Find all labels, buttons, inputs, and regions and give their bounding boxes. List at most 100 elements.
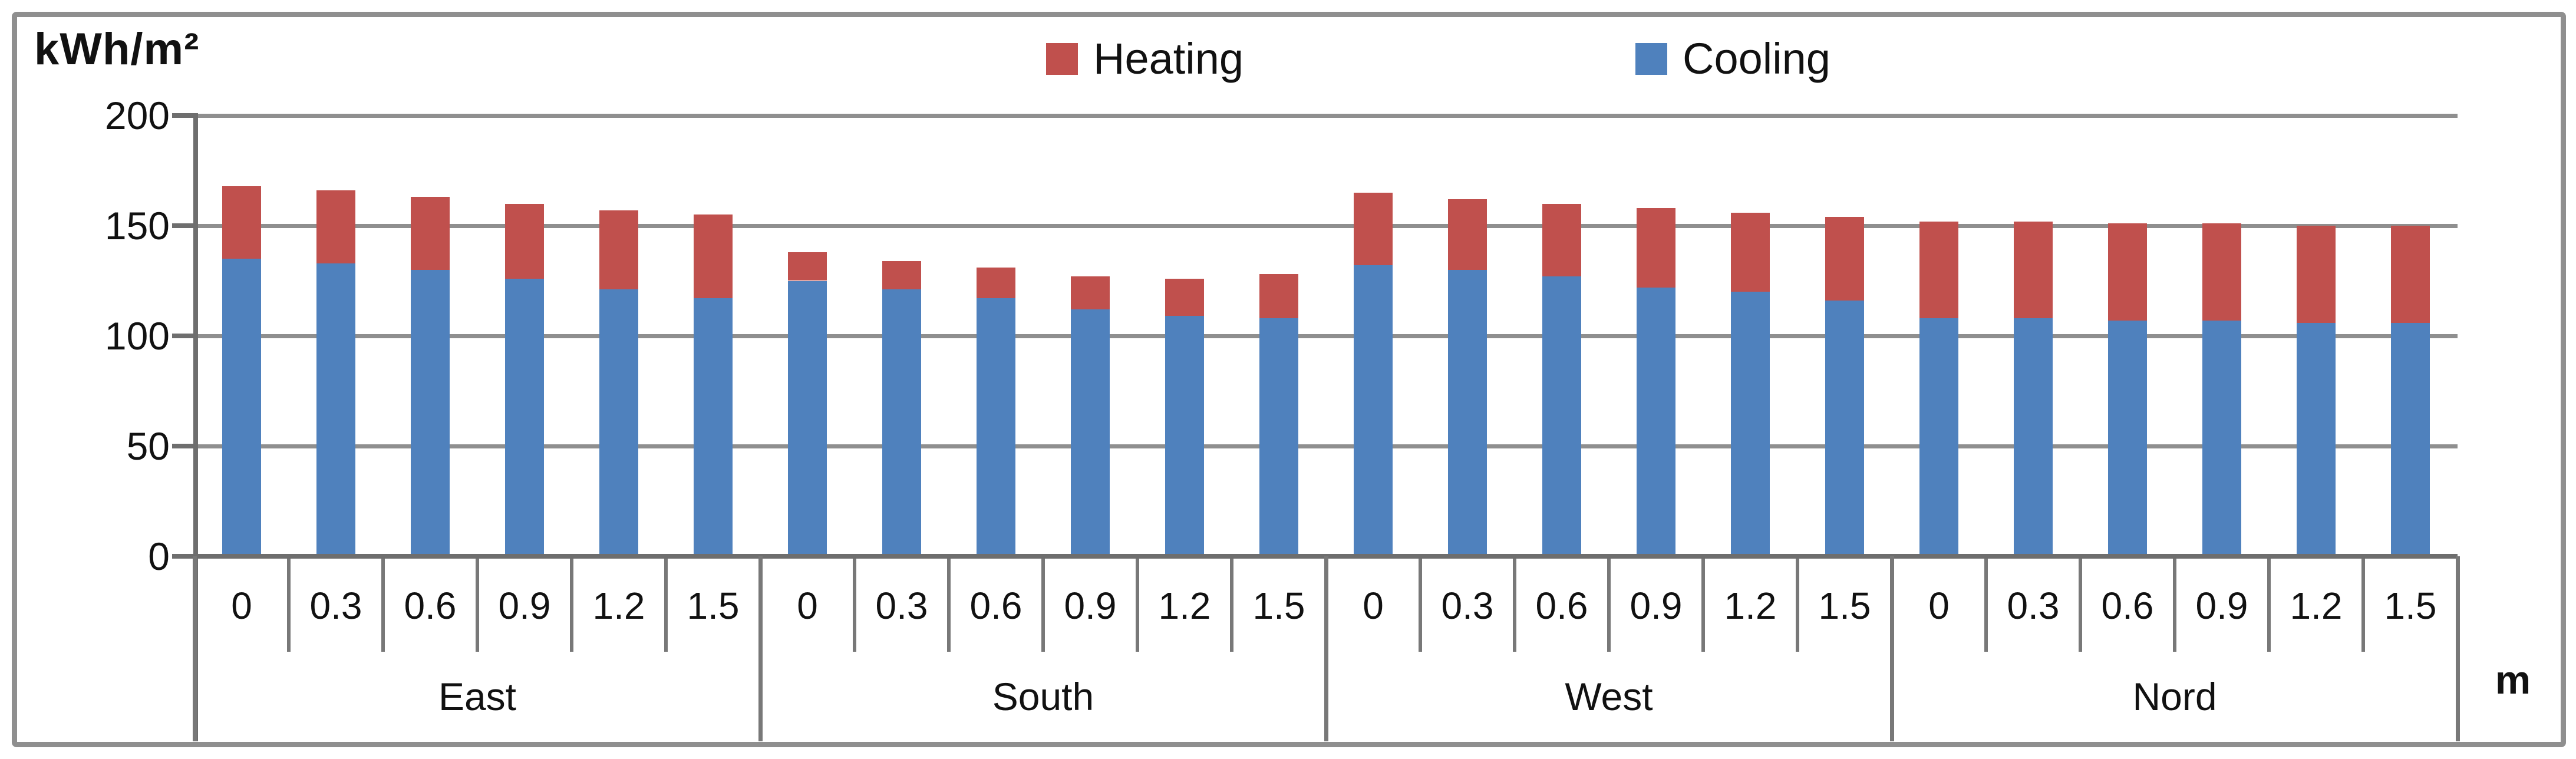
x-tick-label: 1.2: [592, 585, 645, 627]
x-cell-divider: [2267, 559, 2271, 652]
x-tick-label: 0.9: [2195, 585, 2248, 627]
y-tickmark-200: [172, 113, 193, 118]
cooling-swatch: [1635, 43, 1667, 75]
x-cell-divider: [570, 559, 573, 652]
bar-segment-cooling-east-1.5: [694, 298, 733, 556]
bar-segment-heating-nord-0.3: [2014, 221, 2053, 319]
bar-segment-heating-east-0.9: [505, 203, 544, 279]
x-cell-divider: [1607, 559, 1611, 652]
legend-label-cooling: Cooling: [1683, 34, 1830, 83]
bar-segment-cooling-nord-0.9: [2202, 320, 2241, 556]
x-cell-divider: [1513, 559, 1516, 652]
x-cell-divider: [947, 559, 951, 652]
bar-segment-cooling-west-1.5: [1825, 301, 1864, 556]
bar-segment-heating-nord-0.9: [2202, 223, 2241, 321]
group-label-south: South: [992, 675, 1094, 718]
x-tick-label: 1.5: [1252, 585, 1305, 627]
bar-segment-cooling-west-1.2: [1731, 292, 1770, 556]
bar-segment-cooling-west-0.3: [1448, 269, 1487, 556]
bar-segment-cooling-nord-0.6: [2108, 320, 2147, 556]
bar-segment-cooling-south-1.5: [1259, 318, 1298, 556]
bar-segment-heating-south-0.6: [977, 268, 1015, 299]
heating-swatch: [1046, 43, 1078, 75]
x-tick-label: 0.3: [309, 585, 362, 627]
x-tick-label: 0.9: [1064, 585, 1117, 627]
x-tick-label: 0.6: [404, 585, 457, 627]
bar-segment-heating-east-0.3: [316, 190, 355, 263]
y-tick-label-200: 200: [104, 94, 170, 137]
x-cell-divider: [2173, 559, 2176, 652]
x-tick-label: 1.5: [2384, 585, 2437, 627]
y-tick-label-0: 0: [148, 534, 170, 578]
bar-segment-cooling-west-0.9: [1637, 287, 1675, 556]
x-tick-label: 1.5: [1818, 585, 1871, 627]
bar-segment-cooling-south-0.3: [882, 289, 921, 556]
bar-segment-cooling-south-0.6: [977, 298, 1015, 556]
y-tickmark-50: [172, 444, 193, 448]
x-tick-label: 0.3: [875, 585, 928, 627]
x-cell-divider: [287, 559, 291, 652]
x-cell-divider: [1796, 559, 1799, 652]
x-cell-divider: [1041, 559, 1045, 652]
bar-segment-cooling-nord-1.5: [2391, 322, 2430, 556]
group-label-west: West: [1565, 675, 1653, 718]
bar-segment-heating-west-0: [1354, 192, 1393, 266]
bar-segment-cooling-east-1.2: [599, 289, 638, 556]
y-axis-unit-title: kWh/m²: [34, 24, 200, 74]
x-tick-label: 0: [797, 585, 818, 627]
legend-label-heating: Heating: [1093, 34, 1244, 83]
x-cell-divider: [1419, 559, 1422, 652]
x-cell-divider: [1984, 559, 1988, 652]
y-tickmark-100: [172, 334, 193, 338]
bar-segment-heating-south-1.2: [1165, 278, 1204, 316]
bar-segment-cooling-nord-0.3: [2014, 318, 2053, 556]
bar-segment-heating-south-0: [788, 252, 827, 281]
legend-item-heating: Heating: [1046, 34, 1244, 84]
x-tick-label: 0.9: [1630, 585, 1683, 627]
group-label-east: East: [438, 675, 517, 718]
bar-segment-heating-west-0.3: [1448, 199, 1487, 270]
y-tickmark-0: [172, 554, 193, 559]
group-boundary-line: [1890, 556, 1894, 741]
group-label-nord: Nord: [2132, 675, 2217, 718]
bar-segment-cooling-west-0: [1354, 265, 1393, 556]
bar-segment-heating-east-1.2: [599, 210, 638, 290]
x-tick-label: 1.2: [1158, 585, 1211, 627]
y-gridline-200: [194, 113, 2458, 118]
bar-segment-heating-east-0.6: [411, 197, 450, 270]
bar-segment-heating-west-0.9: [1637, 208, 1675, 288]
bar-segment-heating-west-1.5: [1825, 217, 1864, 301]
group-boundary-line: [1324, 556, 1328, 741]
x-tick-label: 0: [1928, 585, 1950, 627]
x-cell-divider: [2079, 559, 2082, 652]
bar-segment-heating-east-1.5: [694, 214, 733, 299]
bar-segment-cooling-south-0.9: [1071, 309, 1110, 556]
y-tick-label-150: 150: [104, 204, 170, 248]
bar-segment-cooling-east-0.9: [505, 278, 544, 556]
x-tick-label: 0: [231, 585, 252, 627]
x-tick-label: 1.2: [1724, 585, 1777, 627]
x-tick-label: 0.6: [969, 585, 1023, 627]
bar-segment-cooling-nord-1.2: [2297, 322, 2336, 556]
legend-item-cooling: Cooling: [1635, 34, 1830, 84]
y-axis-line: [193, 113, 198, 741]
x-axis-baseline: [172, 554, 2458, 559]
y-gridline-50: [194, 444, 2458, 448]
x-tick-label: 0.6: [2101, 585, 2154, 627]
y-tick-label-50: 50: [126, 424, 170, 468]
bar-segment-cooling-nord-0: [1919, 318, 1958, 556]
bar-segment-cooling-east-0.6: [411, 269, 450, 556]
bar-segment-heating-nord-1.2: [2297, 226, 2336, 323]
x-axis-unit-label: m: [2495, 658, 2531, 702]
y-tickmark-150: [172, 223, 193, 228]
bar-segment-cooling-east-0: [222, 259, 261, 556]
x-tick-label: 0.3: [2007, 585, 2060, 627]
bar-segment-heating-nord-0: [1919, 221, 1958, 319]
y-gridline-150: [194, 223, 2458, 228]
x-tick-label: 1.5: [687, 585, 740, 627]
x-cell-divider: [1230, 559, 1233, 652]
bar-segment-heating-south-0.3: [882, 260, 921, 290]
bar-segment-heating-west-0.6: [1542, 203, 1581, 276]
x-cell-divider: [476, 559, 479, 652]
